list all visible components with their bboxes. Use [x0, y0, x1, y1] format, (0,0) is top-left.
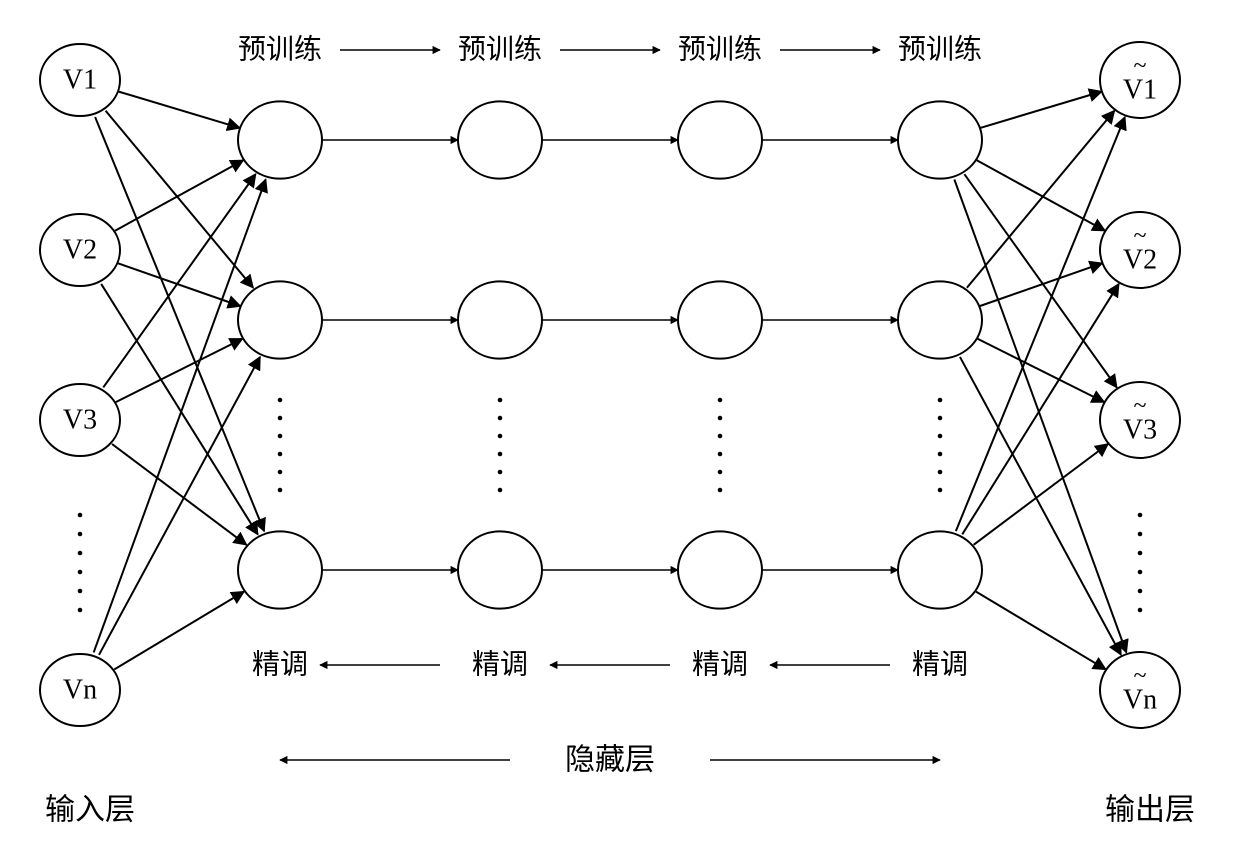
input-layer-label: 输入层	[45, 794, 135, 827]
svg-text:Vn: Vn	[1123, 685, 1157, 716]
hidden-node	[678, 101, 762, 178]
hidden-node	[238, 281, 322, 358]
output-nodes: ~V1~V2~V3~Vn	[1100, 42, 1180, 728]
text-labels: 预训练 预训练 预训练 预训练精调 精调 精调 精调隐藏层输入层 输出层	[45, 34, 1195, 827]
hidden-node	[678, 531, 762, 608]
pretrain-label: 预训练	[458, 34, 542, 66]
finetune-label: 精调	[912, 649, 968, 681]
hidden-node	[898, 281, 982, 358]
hidden-edges	[322, 140, 898, 570]
hidden-node	[238, 531, 322, 608]
hidden-node	[458, 101, 542, 178]
svg-text:Vn: Vn	[63, 675, 97, 706]
svg-text:V1: V1	[63, 65, 97, 96]
hidden-node	[458, 281, 542, 358]
svg-text:V2: V2	[63, 235, 97, 266]
hidden-node	[898, 101, 982, 178]
hidden-node	[458, 531, 542, 608]
pretrain-label: 预训练	[678, 34, 762, 66]
finetune-label: 精调	[252, 649, 308, 681]
output-layer-label: 输出层	[1105, 794, 1195, 827]
hidden-node	[898, 531, 982, 608]
pretrain-label: 预训练	[898, 34, 982, 66]
ellipsis-dots	[78, 398, 1143, 613]
hidden-nodes	[238, 101, 982, 608]
hidden-node	[678, 281, 762, 358]
svg-text:V3: V3	[1123, 415, 1157, 446]
pretrain-label: 预训练	[238, 34, 322, 66]
finetune-label: 精调	[472, 649, 528, 681]
svg-text:V3: V3	[63, 405, 97, 436]
svg-text:V1: V1	[1123, 75, 1157, 106]
svg-text:V2: V2	[1123, 245, 1157, 276]
neural-network-diagram: V1 V2 V3 Vn ~V1~V2~V3~Vn 预训练 预训练 预训练 预训练精调 精调 精调…	[0, 0, 1240, 841]
hidden-node	[238, 101, 322, 178]
finetune-label: 精调	[692, 649, 748, 681]
hidden-layer-label: 隐藏层	[565, 744, 655, 777]
